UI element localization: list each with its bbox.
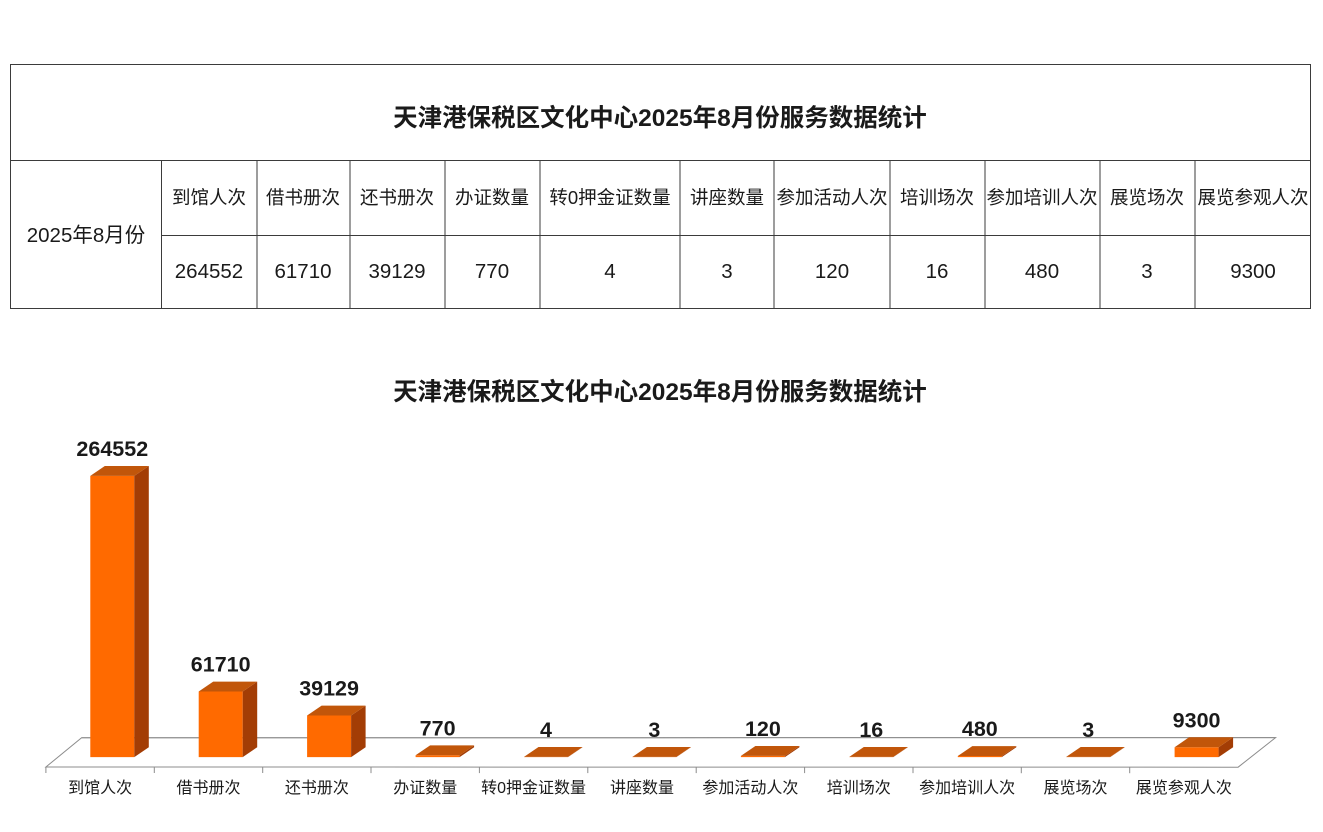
svg-text:展览参观人次: 展览参观人次 xyxy=(1197,187,1308,208)
svg-text:办证数量: 办证数量 xyxy=(393,779,457,797)
svg-text:480: 480 xyxy=(1025,260,1059,283)
svg-text:4: 4 xyxy=(540,718,552,742)
svg-text:到馆人次: 到馆人次 xyxy=(68,779,132,797)
svg-text:展览参观人次: 展览参观人次 xyxy=(1136,779,1232,797)
svg-text:转0押金证数量: 转0押金证数量 xyxy=(481,779,586,797)
svg-text:展览场次: 展览场次 xyxy=(1110,187,1184,208)
svg-text:16: 16 xyxy=(859,718,883,742)
svg-text:还书册次: 还书册次 xyxy=(360,187,434,208)
svg-text:4: 4 xyxy=(604,260,615,283)
svg-text:借书册次: 借书册次 xyxy=(176,779,240,797)
svg-text:61710: 61710 xyxy=(274,260,331,283)
svg-text:讲座数量: 讲座数量 xyxy=(690,187,764,208)
svg-text:讲座数量: 讲座数量 xyxy=(610,779,674,797)
svg-text:参加活动人次: 参加活动人次 xyxy=(702,779,798,797)
svg-text:9300: 9300 xyxy=(1230,260,1276,283)
svg-text:参加活动人次: 参加活动人次 xyxy=(776,187,887,208)
svg-text:3: 3 xyxy=(1141,260,1152,283)
svg-text:还书册次: 还书册次 xyxy=(285,779,349,797)
svg-text:参加培训人次: 参加培训人次 xyxy=(986,187,1097,208)
svg-text:264552: 264552 xyxy=(175,260,243,283)
svg-text:3: 3 xyxy=(721,260,732,283)
svg-text:到馆人次: 到馆人次 xyxy=(172,187,246,208)
svg-text:39129: 39129 xyxy=(368,260,425,283)
svg-text:培训场次: 培训场次 xyxy=(827,779,891,797)
svg-text:借书册次: 借书册次 xyxy=(266,187,340,208)
svg-text:61710: 61710 xyxy=(191,653,251,677)
svg-text:天津港保税区文化中心2025年8月份服务数据统计: 天津港保税区文化中心2025年8月份服务数据统计 xyxy=(393,104,927,132)
svg-text:39129: 39129 xyxy=(299,677,359,701)
svg-text:参加培训人次: 参加培训人次 xyxy=(919,779,1015,797)
svg-text:264552: 264552 xyxy=(76,437,148,461)
svg-text:3: 3 xyxy=(648,718,660,742)
svg-text:770: 770 xyxy=(475,260,509,283)
svg-text:天津港保税区文化中心2025年8月份服务数据统计: 天津港保税区文化中心2025年8月份服务数据统计 xyxy=(393,378,927,406)
svg-text:展览场次: 展览场次 xyxy=(1043,779,1107,797)
svg-text:3: 3 xyxy=(1082,718,1094,742)
svg-text:培训场次: 培训场次 xyxy=(900,187,974,208)
svg-text:120: 120 xyxy=(815,260,849,283)
svg-text:480: 480 xyxy=(962,717,998,741)
svg-text:办证数量: 办证数量 xyxy=(455,187,529,208)
svg-text:转0押金证数量: 转0押金证数量 xyxy=(549,187,670,208)
svg-text:2025年8月份: 2025年8月份 xyxy=(27,224,146,247)
svg-text:770: 770 xyxy=(420,716,456,740)
svg-text:16: 16 xyxy=(926,260,949,283)
svg-text:120: 120 xyxy=(745,717,781,741)
svg-text:9300: 9300 xyxy=(1173,708,1221,732)
